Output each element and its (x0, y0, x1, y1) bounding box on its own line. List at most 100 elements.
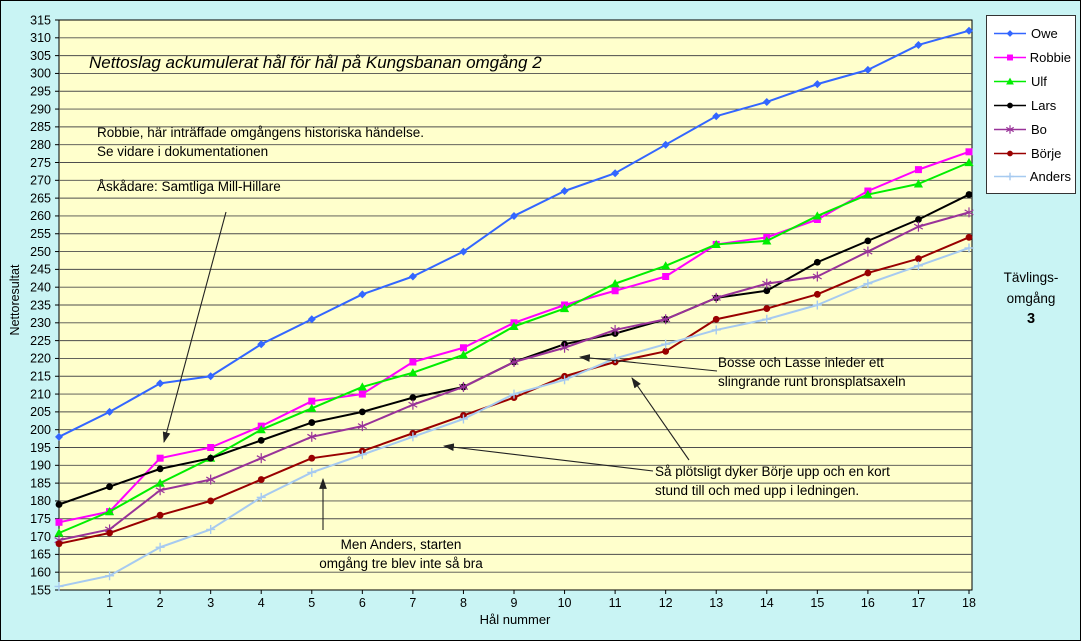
legend: Owe Robbie Ulf Lars Bo Börje Anders (986, 15, 1076, 194)
marker-triangle (307, 403, 317, 412)
marker-triangle (458, 350, 469, 359)
legend-marker-square-icon (994, 54, 1026, 61)
marker-square (611, 287, 619, 295)
series-anders (54, 243, 974, 591)
marker-diamond (510, 211, 518, 220)
marker-circle (915, 216, 922, 223)
marker-plus (964, 243, 974, 253)
legend-marker-plus-icon (994, 173, 1026, 181)
marker-plus (155, 542, 165, 552)
marker-circle (763, 305, 771, 312)
legend-item-bo: Bo (993, 118, 1071, 140)
marker-diamond (712, 112, 721, 121)
svg-text:200: 200 (30, 423, 51, 437)
marker-circle (55, 540, 63, 548)
svg-text:165: 165 (30, 548, 51, 562)
marker-diamond (965, 26, 973, 35)
marker-triangle (610, 279, 620, 288)
svg-text:155: 155 (30, 583, 51, 597)
x-axis-title: Hål nummer (479, 612, 551, 627)
marker-plus (54, 581, 64, 591)
marker-asterisk (357, 421, 367, 432)
svg-text:300: 300 (30, 67, 51, 81)
svg-text:4: 4 (258, 596, 265, 610)
annotation-borje-surge: Så plötsligt dyker Börje upp och en kort… (655, 464, 890, 498)
marker-diamond (307, 315, 316, 324)
marker-asterisk (408, 399, 418, 410)
marker-circle (1007, 102, 1013, 109)
marker-square (156, 454, 164, 462)
svg-text:5: 5 (308, 596, 315, 610)
marker-plus (408, 432, 418, 442)
marker-triangle (812, 211, 822, 220)
x-axis-tick-labels: 1 2 3 4 5 6 7 8 9 10 11 12 13 14 15 16 17 18 (106, 590, 976, 610)
svg-text:220: 220 (30, 352, 51, 366)
marker-asterisk (559, 342, 570, 353)
svg-text:260: 260 (30, 209, 51, 223)
svg-text:10: 10 (558, 596, 572, 610)
marker-triangle (509, 321, 519, 330)
svg-text:210: 210 (30, 387, 51, 401)
side-note-line2: omgång (1006, 291, 1056, 306)
marker-circle (915, 255, 922, 263)
marker-plus (1006, 173, 1014, 181)
marker-plus (509, 389, 519, 399)
marker-diamond (156, 379, 165, 388)
svg-text:180: 180 (30, 494, 51, 508)
marker-plus (610, 353, 620, 363)
legend-item-label: Robbie (1029, 50, 1071, 66)
marker-asterisk (812, 271, 822, 282)
marker-asterisk (762, 278, 772, 289)
svg-text:12: 12 (659, 596, 673, 610)
svg-text:275: 275 (30, 156, 51, 170)
marker-circle (156, 465, 164, 473)
svg-text:160: 160 (30, 565, 51, 579)
marker-triangle (913, 179, 924, 188)
annotation-arrows (162, 211, 718, 530)
marker-circle (409, 394, 417, 402)
annotation-anders-start: Men Anders, starten omgång tre blev inte … (319, 537, 483, 571)
marker-plus (458, 414, 468, 424)
marker-asterisk (863, 246, 873, 257)
marker-plus (105, 571, 115, 581)
legend-marker-asterisk-icon (994, 125, 1026, 134)
svg-text:280: 280 (30, 138, 51, 152)
svg-text:7: 7 (409, 596, 416, 610)
marker-plus (256, 492, 266, 502)
marker-diamond (459, 247, 468, 256)
marker-diamond (105, 407, 114, 416)
marker-diamond (257, 340, 266, 349)
marker-triangle (559, 303, 570, 313)
marker-circle (207, 497, 215, 505)
marker-asterisk (509, 357, 519, 367)
svg-text:16: 16 (861, 596, 875, 610)
marker-plus (863, 279, 873, 289)
svg-text:285: 285 (30, 120, 51, 134)
marker-plus (357, 450, 367, 460)
svg-text:240: 240 (30, 280, 51, 294)
annotation-robbie-event: Robbie, här inträffade omgångens histori… (97, 125, 424, 159)
marker-circle (257, 476, 265, 483)
marker-asterisk (155, 485, 165, 496)
y-axis-tick-labels: 155 160 165 170 175 180 185 190 195 200 205 210 215 2… (30, 13, 51, 597)
legend-marker-circle-icon (994, 102, 1026, 109)
marker-square (358, 390, 366, 398)
svg-text:3: 3 (207, 596, 214, 610)
svg-text:195: 195 (30, 441, 51, 455)
marker-triangle (54, 528, 64, 537)
marker-circle (308, 419, 316, 426)
marker-plus (661, 339, 671, 349)
marker-plus (711, 325, 721, 335)
svg-text:170: 170 (30, 530, 51, 544)
svg-text:235: 235 (30, 298, 51, 312)
legend-item-anders: Anders (993, 166, 1071, 188)
marker-diamond (1006, 30, 1014, 38)
svg-text:13: 13 (709, 596, 723, 610)
marker-circle (712, 315, 720, 323)
svg-text:305: 305 (30, 49, 51, 63)
legend-item-label: Bo (1031, 121, 1047, 137)
marker-triangle (357, 382, 367, 391)
marker-square (662, 273, 670, 280)
legend-marker-diamond-icon (994, 30, 1026, 38)
